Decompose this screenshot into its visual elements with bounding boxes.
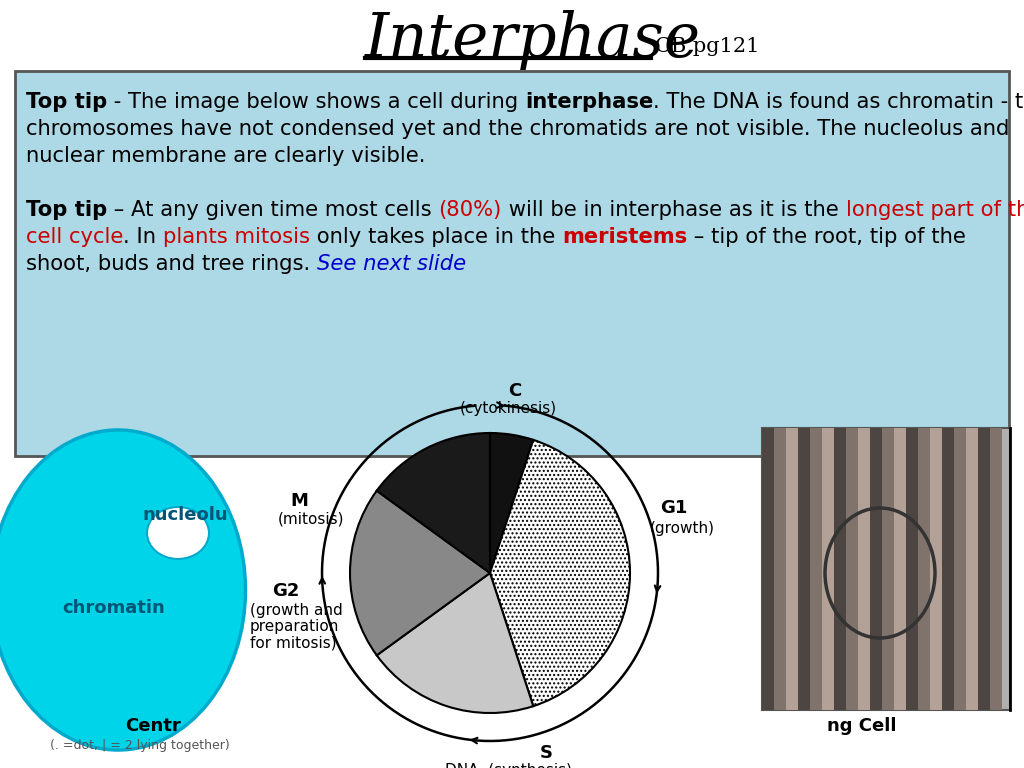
FancyBboxPatch shape	[762, 428, 1010, 710]
Text: will be in interphase as it is the: will be in interphase as it is the	[502, 200, 846, 220]
Text: Centr: Centr	[125, 717, 181, 735]
Text: (cytokinesis): (cytokinesis)	[460, 402, 557, 416]
Ellipse shape	[0, 430, 246, 750]
Wedge shape	[377, 573, 534, 713]
Text: – At any given time most cells: – At any given time most cells	[108, 200, 438, 220]
Text: shoot, buds and tree rings.: shoot, buds and tree rings.	[26, 254, 316, 274]
Text: (growth): (growth)	[650, 521, 715, 535]
Text: (. =dot, | = 2 lying together): (. =dot, | = 2 lying together)	[50, 740, 229, 753]
Text: plants mitosis: plants mitosis	[163, 227, 310, 247]
Text: S: S	[540, 744, 553, 762]
Ellipse shape	[147, 507, 209, 559]
FancyBboxPatch shape	[834, 428, 846, 710]
FancyBboxPatch shape	[810, 428, 822, 710]
FancyBboxPatch shape	[966, 428, 978, 710]
FancyBboxPatch shape	[15, 71, 1009, 456]
Text: . In: . In	[123, 227, 163, 247]
FancyBboxPatch shape	[930, 428, 942, 710]
Text: preparation: preparation	[250, 620, 339, 634]
Text: Top tip: Top tip	[26, 200, 108, 220]
FancyBboxPatch shape	[822, 428, 834, 710]
Text: nuclear membrane are clearly visible.: nuclear membrane are clearly visible.	[26, 146, 425, 166]
FancyBboxPatch shape	[762, 428, 774, 710]
Text: chromosomes have not condensed yet and the chromatids are not visible. The nucle: chromosomes have not condensed yet and t…	[26, 119, 1010, 139]
Text: chromatin: chromatin	[62, 599, 165, 617]
Text: C: C	[508, 382, 521, 400]
FancyBboxPatch shape	[846, 428, 858, 710]
FancyBboxPatch shape	[786, 428, 798, 710]
Text: (growth and: (growth and	[250, 604, 343, 618]
Text: for mitosis): for mitosis)	[250, 635, 337, 650]
FancyBboxPatch shape	[990, 428, 1002, 710]
Text: nucleolu: nucleolu	[143, 506, 228, 524]
Text: (mitosis): (mitosis)	[278, 511, 344, 527]
FancyBboxPatch shape	[918, 428, 930, 710]
Text: interphase: interphase	[525, 92, 653, 112]
Text: (80%): (80%)	[438, 200, 502, 220]
Text: Interphase: Interphase	[365, 10, 701, 70]
FancyBboxPatch shape	[942, 428, 954, 710]
FancyBboxPatch shape	[954, 428, 966, 710]
Text: See next slide: See next slide	[316, 254, 466, 274]
Text: . The DNA is found as chromatin - the: . The DNA is found as chromatin - the	[653, 92, 1024, 112]
FancyBboxPatch shape	[906, 428, 918, 710]
Text: only takes place in the: only takes place in the	[310, 227, 562, 247]
FancyBboxPatch shape	[978, 428, 990, 710]
Text: M: M	[290, 492, 308, 510]
Text: CB pg121: CB pg121	[655, 38, 760, 57]
FancyBboxPatch shape	[882, 428, 894, 710]
FancyBboxPatch shape	[894, 428, 906, 710]
Wedge shape	[377, 433, 490, 573]
FancyBboxPatch shape	[870, 428, 882, 710]
Text: DNA  (synthesis): DNA (synthesis)	[445, 763, 572, 768]
Text: Top tip: Top tip	[26, 92, 108, 112]
Text: ng Cell: ng Cell	[827, 717, 896, 735]
Wedge shape	[490, 433, 534, 573]
Wedge shape	[350, 491, 490, 655]
FancyBboxPatch shape	[798, 428, 810, 710]
Text: – tip of the root, tip of the: – tip of the root, tip of the	[687, 227, 967, 247]
Text: G2: G2	[272, 582, 299, 600]
Text: - The image below shows a cell during: - The image below shows a cell during	[108, 92, 525, 112]
Text: cell cycle: cell cycle	[26, 227, 123, 247]
Wedge shape	[490, 440, 630, 706]
Text: meristems: meristems	[562, 227, 687, 247]
Text: longest part of the: longest part of the	[846, 200, 1024, 220]
FancyBboxPatch shape	[858, 428, 870, 710]
Text: G1: G1	[660, 499, 687, 517]
FancyBboxPatch shape	[774, 428, 786, 710]
